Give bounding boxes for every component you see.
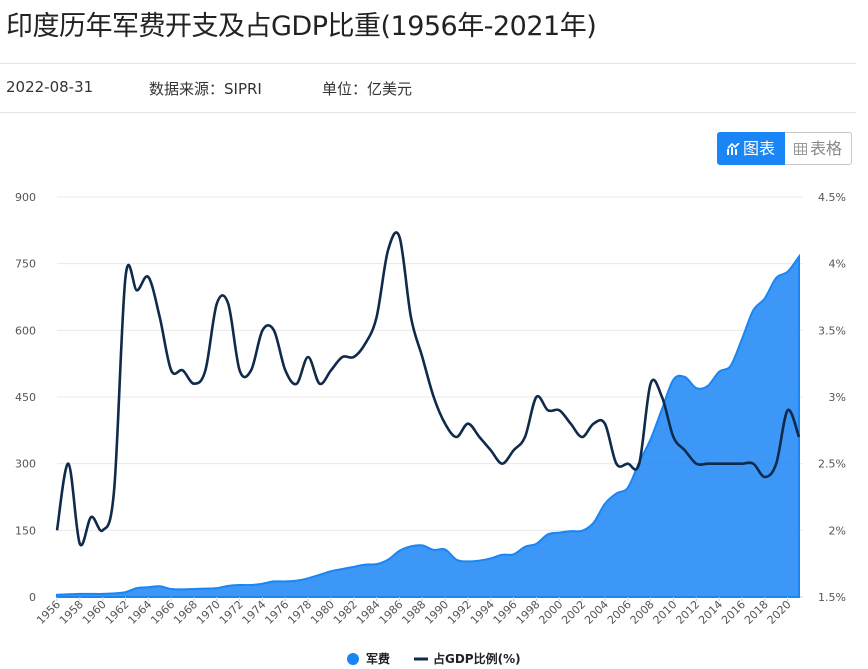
x-axis-tick-label: 2016: [719, 598, 748, 627]
right-axis-tick-label: 4.5%: [818, 191, 846, 204]
data-source: 数据来源：SIPRI: [149, 80, 262, 98]
left-axis-tick-label: 300: [15, 458, 36, 471]
table-view-label: 表格: [810, 139, 843, 158]
x-axis-tick-label: 1964: [125, 598, 154, 627]
x-axis-tick-label: 1962: [103, 598, 132, 627]
left-axis-tick-label: 450: [15, 391, 36, 404]
page-title: 印度历年军费开支及占GDP比重(1956年-2021年): [6, 11, 597, 42]
x-axis-tick-label: 1980: [308, 598, 337, 627]
right-axis-tick-label: 3%: [829, 391, 846, 404]
x-axis-tick-label: 1958: [57, 598, 86, 627]
chart-view-label: 图表: [743, 139, 776, 158]
x-axis-tick-label: 1966: [148, 598, 177, 627]
x-axis-tick-label: 1960: [80, 598, 109, 627]
military-spending-area-path: [56, 253, 800, 598]
table-view-button[interactable]: 表格: [785, 132, 853, 165]
gdp-share-line-path: [55, 231, 801, 547]
x-axis-tick-label: 1970: [194, 598, 223, 627]
header-divider: [0, 63, 856, 64]
right-axis-tick-label: 4%: [829, 258, 846, 271]
table-icon: [794, 142, 808, 155]
meta-divider: [0, 112, 856, 113]
x-axis-tick-label: 1956: [34, 598, 63, 627]
unit-label: 单位：亿美元: [322, 80, 413, 98]
x-axis-tick-label: 1972: [217, 598, 246, 627]
chart-view-button[interactable]: 图表: [717, 132, 786, 165]
x-axis-tick-label: 1968: [171, 598, 200, 627]
x-axis-tick-label: 1992: [445, 598, 474, 627]
right-axis-tick-label: 2%: [829, 524, 846, 537]
x-axis-tick-label: 2018: [742, 598, 771, 627]
left-axis-tick-label: 750: [15, 258, 36, 271]
publish-date: 2022-08-31: [6, 78, 94, 96]
military-spending-area: [56, 253, 800, 598]
x-axis-tick-label: 1994: [468, 598, 497, 627]
x-axis-tick-label: 2012: [673, 598, 702, 627]
chart-icon: [727, 142, 740, 155]
x-axis-tick-label: 2000: [536, 598, 565, 627]
right-axis-ticks: 1.5% 2% 2.5% 3% 3.5% 4% 4.5%: [818, 191, 846, 604]
right-axis-tick-label: 2.5%: [818, 458, 846, 471]
x-axis-tick-label: 1990: [422, 598, 451, 627]
left-axis-tick-label: 600: [15, 324, 36, 337]
x-axis-tick-label: 1996: [491, 598, 520, 627]
right-axis-tick-label: 1.5%: [818, 591, 846, 604]
legend-area-marker: [347, 653, 359, 665]
x-axis-tick-label: 2004: [582, 598, 611, 627]
left-axis-ticks: 0 150 300 450 600 750 900: [15, 191, 36, 604]
view-toggle: 图表 表格: [717, 132, 853, 165]
x-axis-tick-label: 1984: [354, 598, 383, 627]
right-axis-tick-label: 3.5%: [818, 324, 846, 337]
x-axis-tick-label: 2008: [628, 598, 657, 627]
x-axis-tick-label: 1982: [331, 598, 360, 627]
x-axis-tick-label: 2010: [651, 598, 680, 627]
x-axis-tick-label: 1978: [285, 598, 314, 627]
legend: 军费 占GDP比例(%): [347, 651, 521, 666]
left-axis-tick-label: 150: [15, 524, 36, 537]
x-axis-tick-label: 1976: [262, 598, 291, 627]
left-axis-tick-label: 0: [29, 591, 36, 604]
left-axis-tick-label: 900: [15, 191, 36, 204]
x-axis-tick-label: 2014: [696, 598, 725, 627]
x-axis-tick-label: 2002: [559, 598, 588, 627]
x-axis-tick-label: 2006: [605, 598, 634, 627]
x-axis-tick-label: 1998: [514, 598, 543, 627]
legend-area-label: 军费: [366, 651, 390, 666]
legend-line-label: 占GDP比例(%): [433, 651, 521, 666]
x-axis-tick-label: 1988: [399, 598, 428, 627]
x-axis-tick-label: 1974: [240, 598, 269, 627]
gdp-share-line: [55, 231, 801, 547]
x-axis-tick-label: 1986: [377, 598, 406, 627]
x-axis-tick-label: 2020: [765, 598, 794, 627]
x-axis-ticks: 1956195819601962196419661968197019721974…: [34, 597, 794, 627]
